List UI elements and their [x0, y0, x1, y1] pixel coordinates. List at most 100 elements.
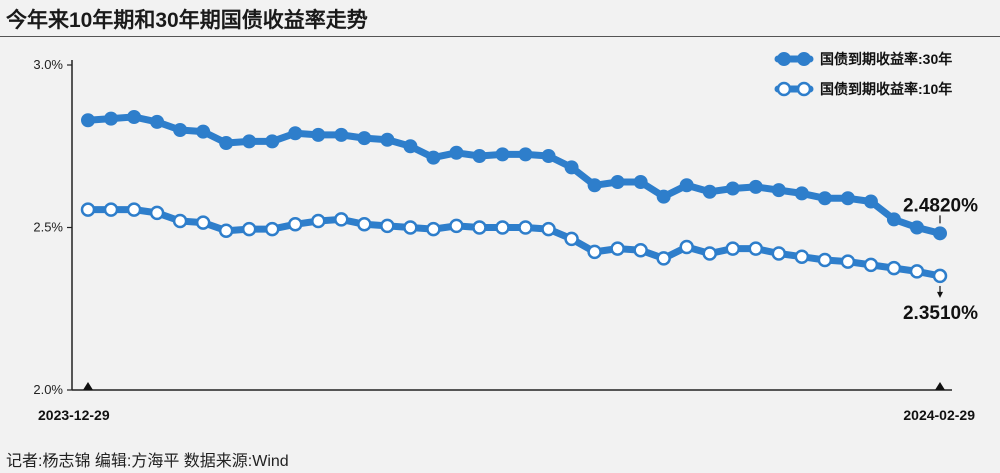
series-30y-point	[886, 212, 901, 227]
series-10y-point	[495, 220, 510, 235]
series-30y-point	[794, 186, 809, 201]
series-10y-point	[725, 241, 741, 256]
series-10y-point	[771, 246, 787, 261]
end-label-30y: 2.4820%	[903, 195, 978, 216]
end-label-10y-arrow	[937, 291, 943, 298]
series-10y-line	[84, 206, 944, 280]
series-30y-point	[196, 124, 211, 139]
series-10y-point	[126, 202, 142, 217]
series-30y-point	[380, 132, 395, 147]
x-date-marker	[83, 382, 93, 390]
series-10y-point	[932, 268, 948, 284]
series-10y-point	[172, 213, 188, 229]
series-30y-point	[288, 126, 303, 141]
legend-10y-marker	[796, 81, 812, 97]
series-30y-point	[633, 175, 648, 189]
series-30y-point	[449, 145, 464, 160]
legend-30y-marker	[777, 52, 791, 66]
series-10y-point	[472, 220, 487, 235]
series-10y-point	[380, 218, 395, 234]
series-10y-point	[748, 241, 764, 256]
series-30y-point	[104, 111, 119, 126]
series-30y-point	[933, 226, 947, 241]
legend-10y-marker	[776, 81, 792, 97]
series-30y-point	[587, 178, 602, 193]
series-10y-point	[886, 260, 902, 276]
x-tick-label: 2024-02-29	[903, 407, 975, 423]
chart-end-labels: 2.4820% 2.3510%	[903, 195, 978, 324]
x-date-marker	[935, 382, 945, 390]
end-label-10y: 2.3510%	[903, 303, 978, 324]
series-10y-point	[610, 241, 625, 256]
series-10y-point	[449, 218, 464, 234]
series-10y-point	[633, 243, 648, 258]
series-30y-point	[403, 139, 418, 154]
legend-10y-label: 国债到期收益率:10年	[820, 81, 952, 97]
series-30y-point	[150, 114, 165, 129]
series-30y-point	[840, 191, 855, 206]
series-10y-point	[840, 254, 856, 269]
series-30y-point	[81, 113, 95, 128]
series-10y-point	[909, 264, 925, 279]
series-10y-point	[403, 220, 418, 235]
series-10y-point	[656, 251, 671, 266]
series-10y-point	[518, 220, 533, 235]
series-10y-point	[794, 249, 810, 264]
series-10y-point	[241, 221, 257, 237]
series-30y-point	[863, 194, 878, 209]
chart-title: 今年来10年期和30年期国债收益率走势	[6, 9, 368, 32]
series-30y-point	[748, 179, 763, 194]
series-30y-point	[564, 160, 579, 175]
series-10y-point	[195, 215, 211, 230]
series-10y-point	[702, 246, 717, 261]
series-30y-point	[495, 147, 510, 162]
series-30y-point	[725, 181, 740, 196]
series-30y-point	[472, 149, 487, 163]
series-30y-point	[357, 131, 372, 146]
series-10y-point	[357, 217, 372, 232]
series-10y-point	[149, 205, 165, 221]
series-30y-point	[334, 127, 349, 142]
series-10y-point	[334, 212, 349, 227]
series-10y-point	[103, 202, 119, 217]
source-credit: 记者:杨志锦 编辑:方海平 数据来源:Wind	[6, 453, 289, 470]
series-30y-point	[771, 183, 786, 198]
title-divider	[0, 36, 1000, 37]
series-10y-point	[311, 213, 326, 229]
series-10y-point	[679, 239, 694, 255]
series-30y-point	[610, 175, 625, 189]
chart-axes: 3.0% 2.5% 2.0% 2023-12-29 2024-02-29	[33, 57, 975, 423]
series-30y-point	[311, 127, 326, 142]
series-30y-point	[426, 150, 441, 165]
series-10y-point	[218, 223, 234, 238]
series-30y-point	[909, 220, 924, 235]
series-10y-point	[564, 231, 579, 247]
x-tick-label: 2023-12-29	[38, 407, 110, 423]
series-30y-point	[679, 178, 694, 193]
series-30y-point	[702, 184, 717, 199]
series-10y-point	[817, 252, 833, 268]
legend-30y-label: 国债到期收益率:30年	[820, 51, 952, 67]
series-10y-point	[863, 257, 879, 273]
series-10y-point	[541, 221, 556, 237]
series-10y-point	[287, 217, 303, 232]
series-30y-point	[541, 149, 556, 163]
y-tick-label: 2.5%	[33, 220, 63, 235]
y-tick-label: 2.0%	[33, 382, 63, 397]
series-30y-point	[127, 110, 142, 124]
series-30y-point	[173, 123, 188, 137]
legend-30y-marker	[797, 52, 811, 66]
series-30y-point	[518, 147, 533, 162]
series-10y-point	[426, 221, 441, 237]
series-30y-point	[817, 191, 832, 206]
series-30y-point	[656, 189, 671, 204]
y-tick-label: 3.0%	[33, 57, 63, 72]
series-30y-point	[219, 136, 234, 150]
series-10y-point	[587, 244, 602, 260]
series-30y-point	[265, 134, 280, 149]
series-10y-point	[80, 202, 96, 217]
series-30y-point	[242, 134, 257, 149]
series-30y-line	[84, 113, 944, 237]
